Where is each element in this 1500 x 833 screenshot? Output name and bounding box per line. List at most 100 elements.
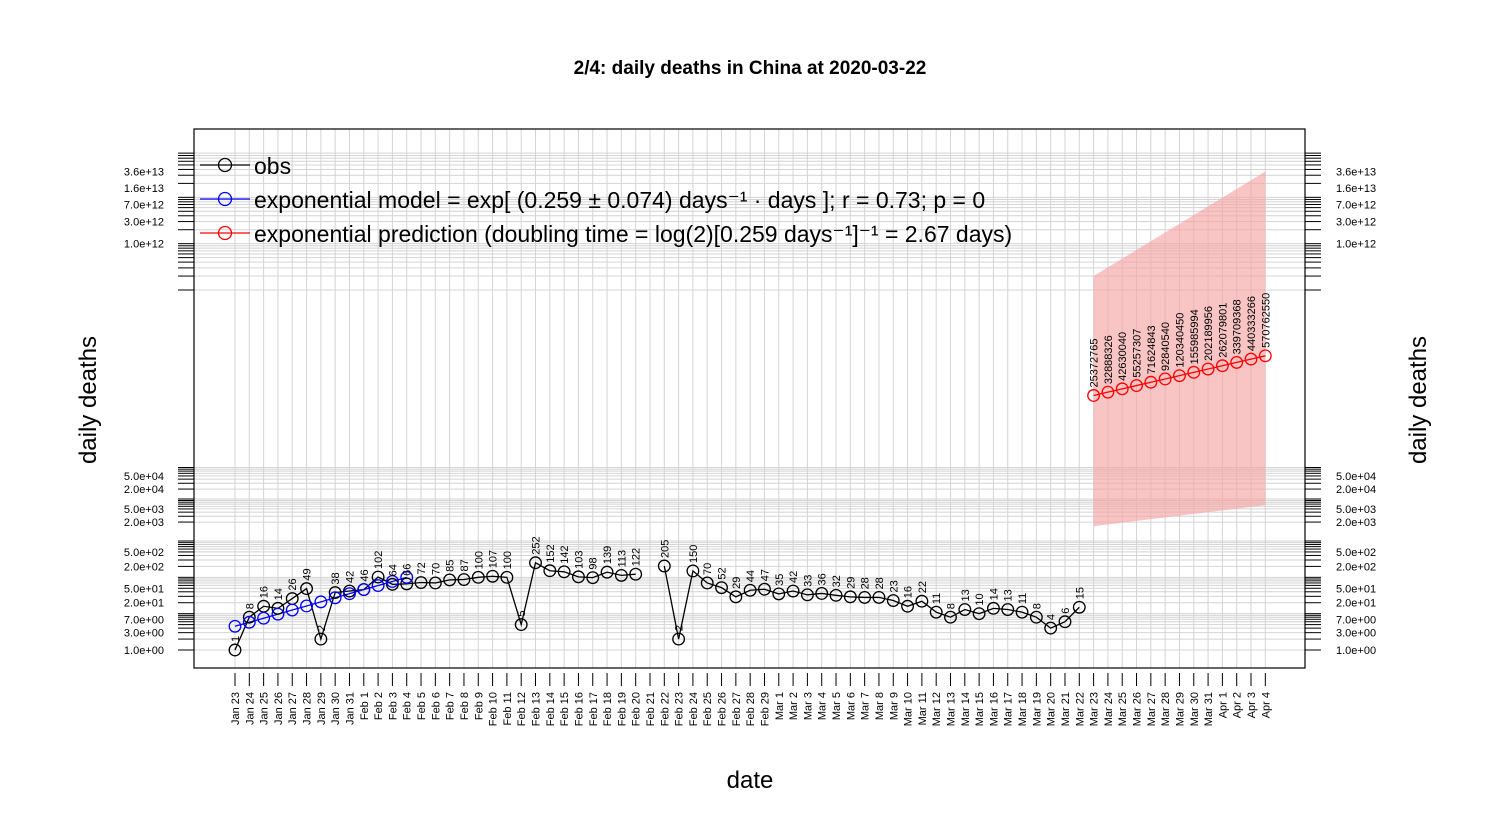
data-label-obs: 35 — [774, 574, 786, 586]
data-point-obs — [657, 559, 671, 573]
y-tick-label-right: 7.0e+12 — [1336, 200, 1376, 212]
data-label-obs: 85 — [445, 560, 457, 572]
y-tick-label-left: 3.6e+13 — [124, 167, 164, 179]
data-point-obs — [557, 565, 571, 579]
data-label-obs: 13 — [960, 589, 972, 601]
data-label-obs: 42 — [788, 571, 800, 583]
y-tick-label-left: 2.0e+01 — [124, 598, 164, 610]
data-label-exponential-prediction: 55257307 — [1132, 329, 1144, 378]
x-tick-label: Mar 20 — [1046, 692, 1058, 726]
data-point-obs — [300, 582, 314, 596]
x-tick-label: Mar 14 — [960, 692, 972, 726]
x-tick-label: Jan 24 — [244, 692, 256, 725]
x-tick-label: Feb 14 — [545, 692, 557, 726]
data-point-obs — [457, 573, 471, 586]
data-label-exponential-prediction: 155985994 — [1189, 309, 1201, 364]
data-point-exponential-model — [271, 607, 285, 621]
data-point-exponential-model — [242, 615, 256, 629]
x-tick-label: Feb 13 — [531, 692, 543, 726]
x-tick-label: Feb 15 — [559, 692, 571, 726]
data-point-obs — [314, 632, 328, 646]
x-tick-label: Feb 18 — [602, 692, 614, 726]
data-point-obs — [614, 568, 628, 582]
data-label-obs: 26 — [287, 578, 299, 590]
y-tick-label-left: 1.0e+00 — [124, 645, 164, 657]
x-tick-label: Jan 25 — [259, 692, 271, 725]
y-tick-label-left: 7.0e+12 — [124, 200, 164, 212]
x-tick-label: Jan 27 — [287, 692, 299, 725]
legend-label-model: exponential model = exp[ (0.259 ± 0.074)… — [254, 187, 985, 213]
y-tick-label-right: 1.6e+13 — [1336, 183, 1376, 195]
x-tick-label: Feb 16 — [573, 692, 585, 726]
data-point-obs — [400, 577, 414, 591]
x-tick-label: Mar 21 — [1060, 692, 1072, 726]
data-label-obs: 142 — [559, 545, 571, 563]
data-point-exponential-prediction — [1158, 372, 1172, 386]
data-point-obs — [443, 573, 457, 587]
data-point-exponential-model — [343, 587, 356, 601]
data-point-exponential-model — [228, 619, 242, 633]
y-tick-label-left: 2.0e+03 — [124, 517, 164, 529]
data-label-obs: 14 — [273, 588, 285, 600]
x-axis-label: date — [727, 767, 774, 794]
data-label-obs: 66 — [402, 564, 414, 576]
x-tick-label: Jan 23 — [230, 692, 242, 725]
data-label-obs: 87 — [459, 559, 471, 571]
y-tick-label-right: 5.0e+03 — [1336, 504, 1376, 516]
y-tick-label-right: 3.6e+13 — [1336, 167, 1376, 179]
series-line-exponential-model — [234, 576, 407, 627]
data-point-obs — [1029, 610, 1043, 624]
y-tick-label-right: 1.0e+00 — [1336, 645, 1376, 657]
legend-item-model: exponential model = exp[ (0.259 ± 0.074)… — [200, 187, 985, 213]
data-label-obs: 5 — [516, 610, 528, 616]
data-label-obs: 11 — [931, 593, 943, 604]
legend-label-obs: obs — [254, 153, 291, 179]
data-label-obs: 10 — [974, 593, 986, 605]
data-point-exponential-prediction — [1230, 355, 1244, 369]
y-axis-label-left: daily deaths — [75, 336, 102, 464]
data-point-obs — [929, 605, 943, 619]
x-tick-label: Mar 28 — [1160, 692, 1172, 726]
data-label-obs: 29 — [845, 577, 857, 589]
data-label-obs: 8 — [946, 603, 958, 609]
data-label-obs: 122 — [631, 548, 643, 566]
data-point-exponential-prediction — [1258, 349, 1272, 363]
data-label-obs: 22 — [917, 581, 929, 593]
data-label-obs: 29 — [731, 577, 743, 589]
x-tick-label: Mar 8 — [874, 692, 886, 720]
x-axis: Jan 23 Jan 24 Jan 25 Jan 26 Jan 27 Jan 28 Jan … — [230, 673, 1272, 726]
y-tick-label-right: 3.0e+00 — [1336, 628, 1376, 640]
data-point-obs — [514, 618, 528, 632]
data-label-exponential-prediction: 202189956 — [1203, 306, 1215, 361]
data-point-obs — [672, 632, 686, 646]
data-point-exponential-model — [328, 591, 342, 605]
data-label-obs: 52 — [717, 567, 729, 579]
y-tick-label-left: 7.0e+00 — [124, 614, 164, 626]
data-point-obs — [385, 577, 399, 591]
data-point-exponential-prediction — [1187, 365, 1201, 379]
data-label-obs: 33 — [802, 575, 814, 587]
x-tick-label: Mar 13 — [946, 692, 958, 726]
y-tick-label-left: 5.0e+04 — [124, 471, 164, 483]
data-point-exponential-prediction — [1087, 389, 1101, 402]
data-point-obs — [228, 643, 242, 657]
data-point-obs — [858, 590, 872, 604]
data-point-obs — [1001, 603, 1015, 616]
x-tick-label: Mar 1 — [774, 692, 786, 720]
y-tick-label-left: 2.0e+02 — [124, 561, 164, 573]
y-tick-label-right: 5.0e+02 — [1336, 547, 1376, 559]
x-tick-label: Feb 27 — [731, 692, 743, 726]
data-point-obs — [500, 570, 514, 584]
data-point-exponential-model — [357, 583, 371, 597]
x-tick-label: Mar 12 — [931, 692, 943, 726]
x-tick-label: Mar 7 — [860, 692, 872, 720]
data-point-obs — [829, 588, 843, 602]
data-label-obs: 16 — [259, 586, 271, 598]
x-tick-label: Mar 19 — [1031, 692, 1043, 726]
x-tick-label: Mar 3 — [802, 692, 814, 720]
data-label-obs: 150 — [688, 545, 700, 563]
x-tick-label: Mar 17 — [1003, 692, 1015, 726]
data-point-obs — [271, 601, 285, 615]
x-tick-label: Feb 20 — [631, 692, 643, 726]
data-label-obs: 46 — [359, 569, 371, 581]
